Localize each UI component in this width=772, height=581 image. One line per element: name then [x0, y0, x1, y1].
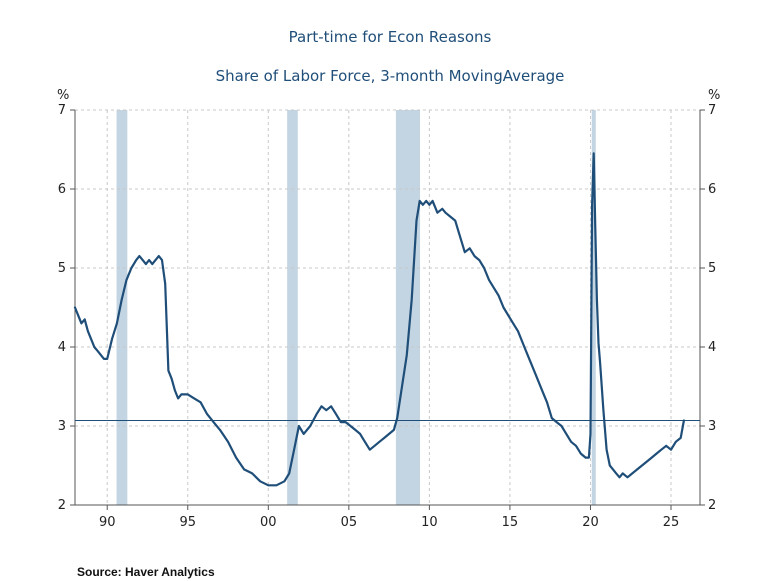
y-unit-left: % [57, 88, 69, 103]
recession-bands [116, 110, 596, 505]
x-tick-label: 15 [502, 515, 519, 530]
y-tick-label-left: 7 [58, 103, 66, 118]
y-unit-right: % [708, 88, 720, 103]
chart-title: Part-time for Econ Reasons [289, 28, 492, 46]
y-tick-label-right: 4 [708, 340, 716, 355]
x-tick-label: 00 [260, 515, 277, 530]
x-tick-label: 10 [421, 515, 438, 530]
gridlines [75, 109, 700, 505]
recession-band-1 [116, 110, 128, 505]
y-tick-label-left: 3 [58, 419, 66, 434]
recession-band-4 [591, 110, 596, 505]
y-tick-label-left: 4 [58, 340, 66, 355]
recession-band-3 [395, 110, 421, 505]
y-tick-label-right: 6 [708, 182, 716, 197]
series-line-1 [73, 152, 686, 487]
y-tick-label-right: 5 [708, 261, 716, 276]
axes: 2 2 3 3 4 4 5 5 6 6 7 7 90 95 00 05 10 15 20 25 [58, 103, 717, 530]
y-tick-label-right: 3 [708, 419, 716, 434]
x-tick-label: 20 [582, 515, 599, 530]
x-tick-label: 90 [99, 515, 116, 530]
y-tick-label-right: 7 [708, 103, 716, 118]
y-tick-label-right: 2 [708, 498, 716, 513]
x-tick-label: 95 [179, 515, 196, 530]
y-tick-label-left: 5 [58, 261, 66, 276]
chart-subtitle: Share of Labor Force, 3-month MovingAver… [216, 67, 565, 85]
recession-band-2 [287, 110, 298, 505]
source-note: Source: Haver Analytics [77, 565, 215, 579]
y-tick-label-left: 6 [58, 182, 66, 197]
x-tick-label: 05 [341, 515, 358, 530]
series-layer [73, 152, 686, 487]
y-tick-label-left: 2 [58, 498, 66, 513]
x-tick-label: 25 [663, 515, 680, 530]
